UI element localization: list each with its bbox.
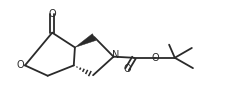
Polygon shape <box>75 34 96 47</box>
Text: O: O <box>48 9 56 19</box>
Text: N: N <box>112 50 119 60</box>
Text: O: O <box>16 60 24 70</box>
Text: O: O <box>123 64 131 74</box>
Text: O: O <box>152 53 159 63</box>
